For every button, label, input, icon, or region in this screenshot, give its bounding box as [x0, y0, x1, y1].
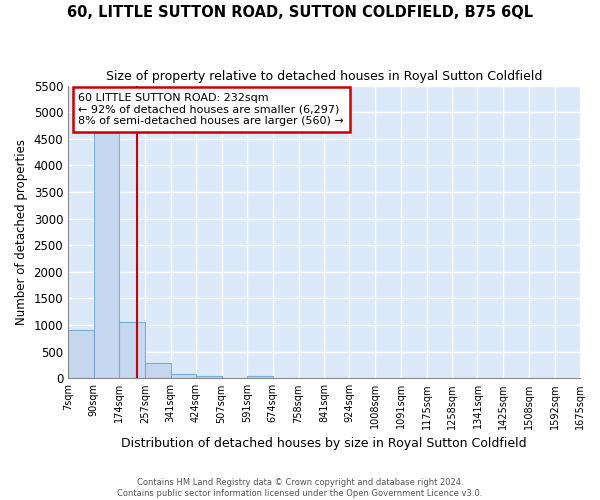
Text: 60 LITTLE SUTTON ROAD: 232sqm
← 92% of detached houses are smaller (6,297)
8% of: 60 LITTLE SUTTON ROAD: 232sqm ← 92% of d… — [78, 93, 344, 126]
Bar — [94, 134, 119, 378]
Bar — [119, 322, 145, 378]
Text: 60, LITTLE SUTTON ROAD, SUTTON COLDFIELD, B75 6QL: 60, LITTLE SUTTON ROAD, SUTTON COLDFIELD… — [67, 5, 533, 20]
Bar — [145, 363, 170, 378]
Bar — [68, 330, 94, 378]
Title: Size of property relative to detached houses in Royal Sutton Coldfield: Size of property relative to detached ho… — [106, 70, 542, 83]
Y-axis label: Number of detached properties: Number of detached properties — [15, 139, 28, 325]
Bar — [170, 374, 196, 378]
Bar — [247, 376, 273, 378]
Text: Contains HM Land Registry data © Crown copyright and database right 2024.
Contai: Contains HM Land Registry data © Crown c… — [118, 478, 482, 498]
X-axis label: Distribution of detached houses by size in Royal Sutton Coldfield: Distribution of detached houses by size … — [121, 437, 527, 450]
Bar — [196, 376, 221, 378]
